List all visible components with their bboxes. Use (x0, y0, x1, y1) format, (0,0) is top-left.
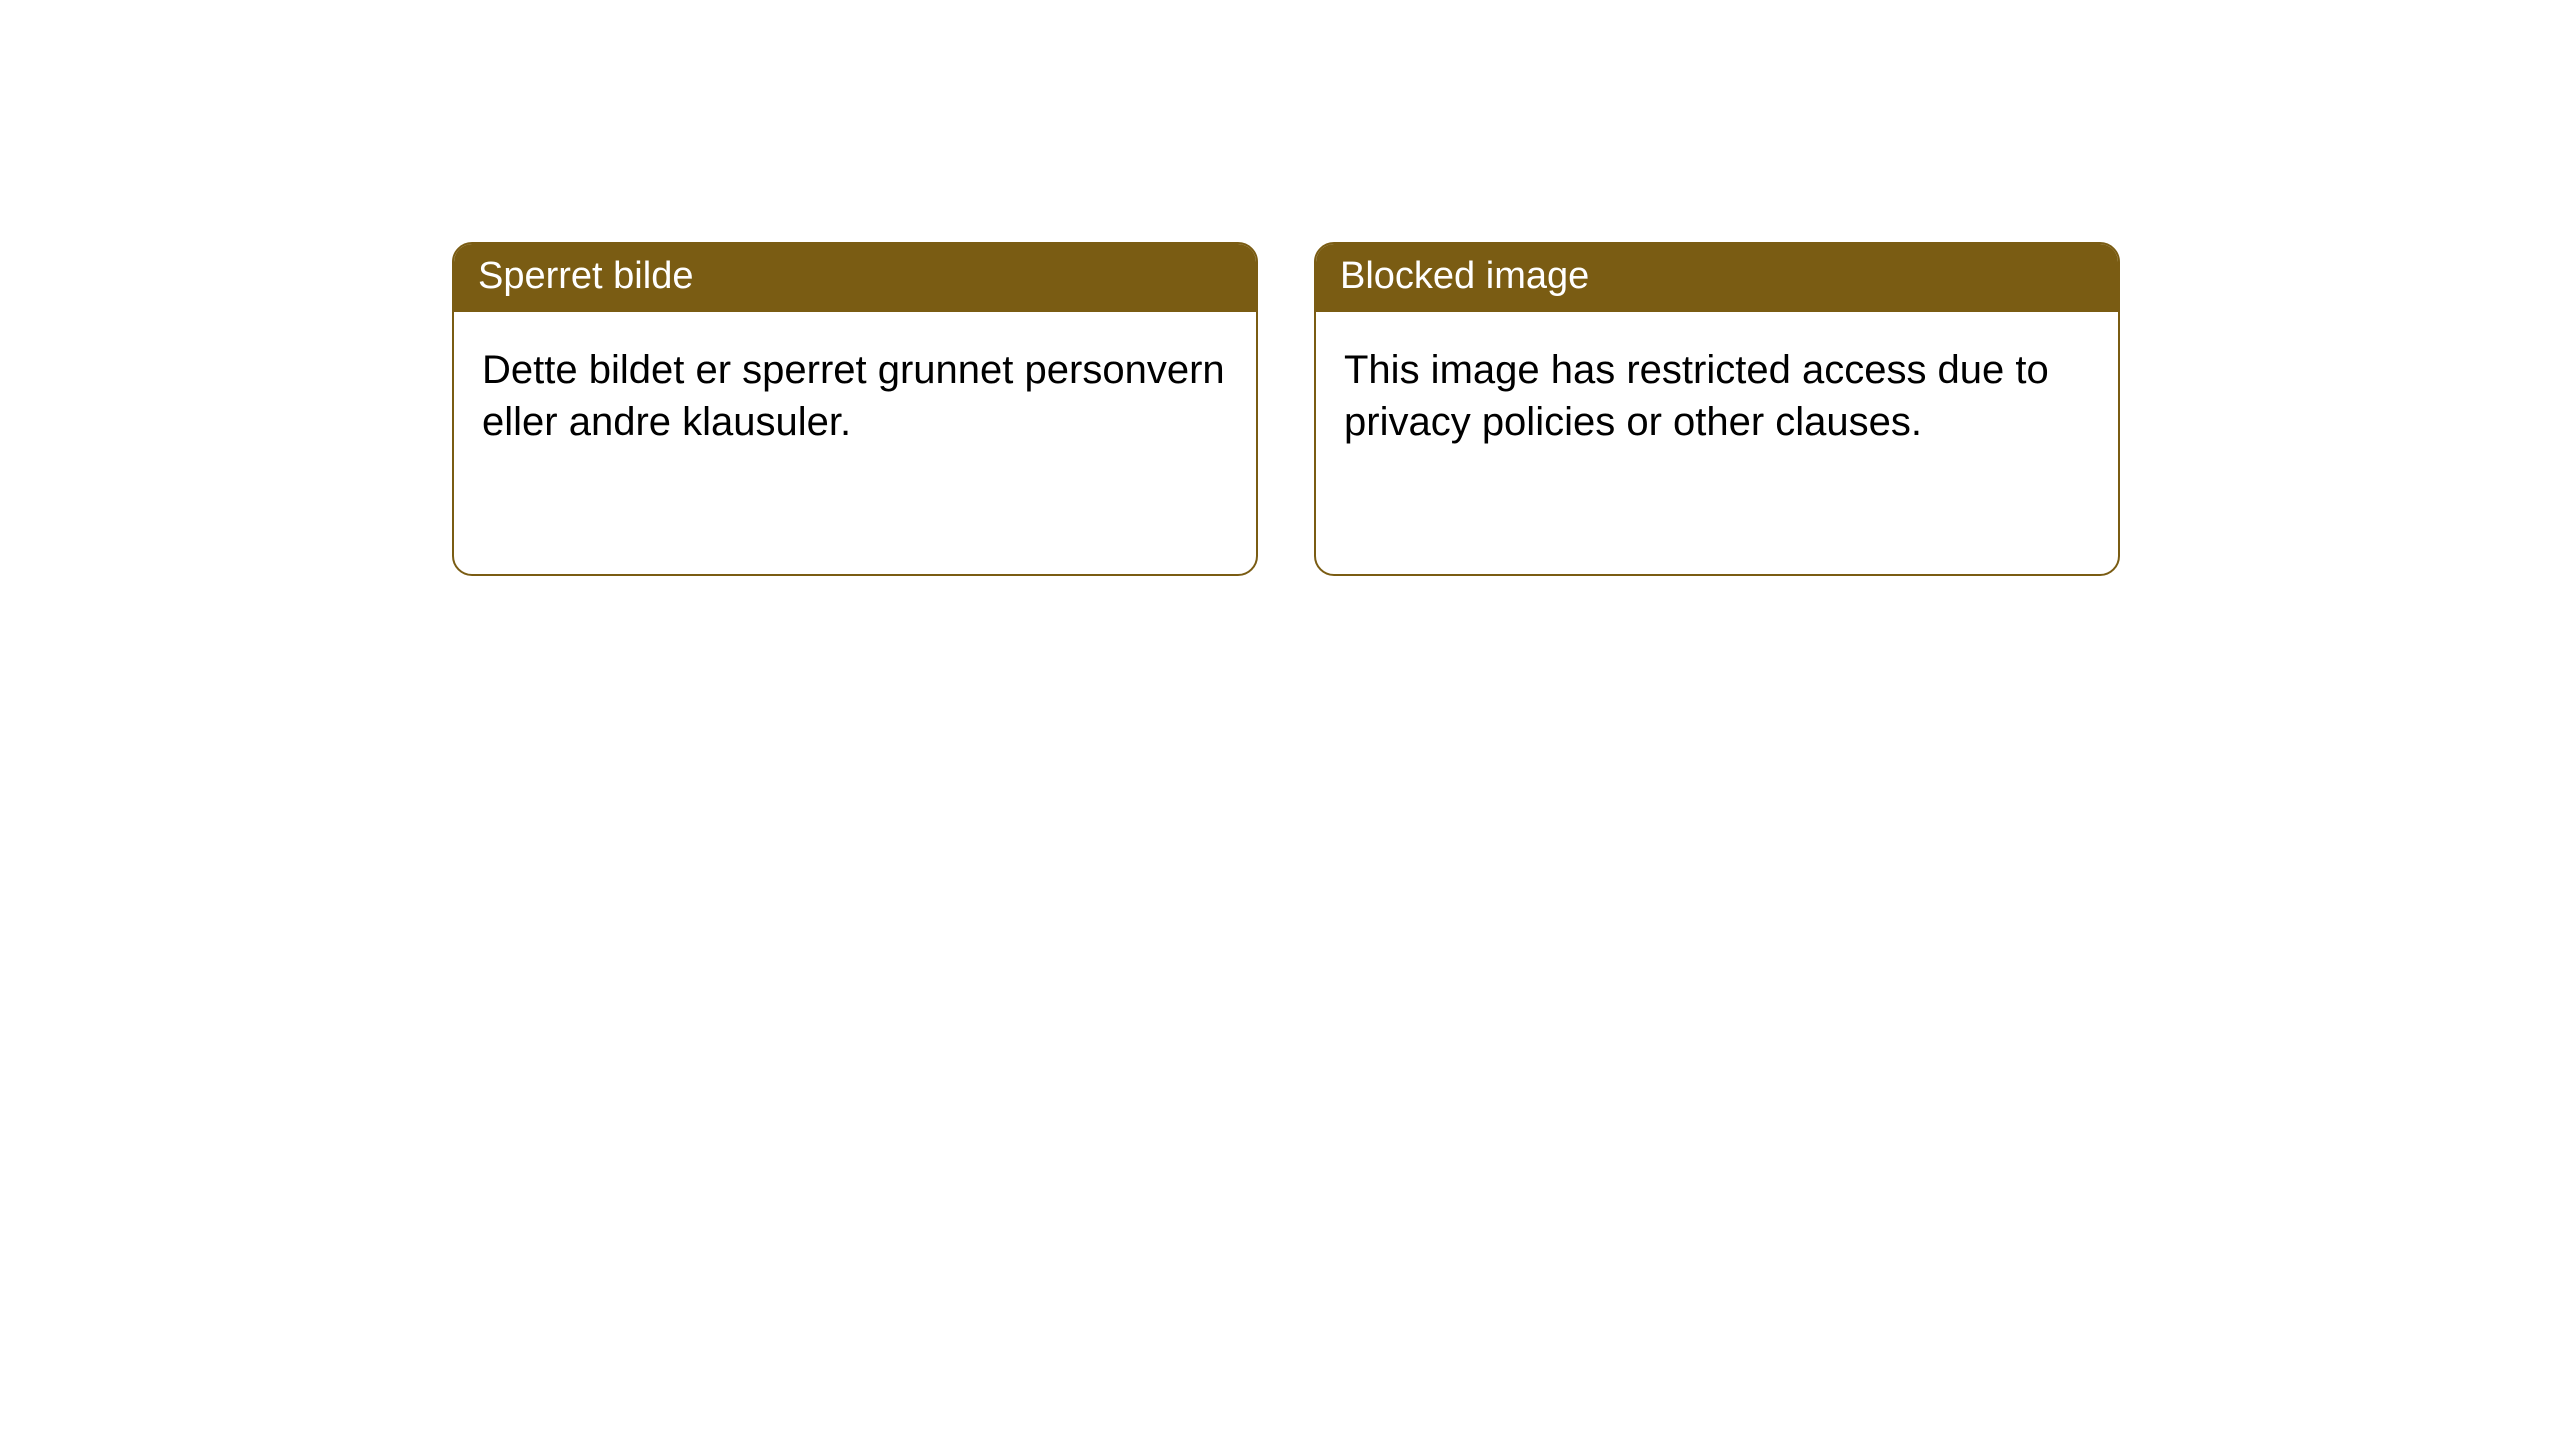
notice-header: Sperret bilde (454, 244, 1256, 312)
notice-body: This image has restricted access due to … (1316, 312, 2118, 474)
notice-card-norwegian: Sperret bilde Dette bildet er sperret gr… (452, 242, 1258, 576)
notice-body: Dette bildet er sperret grunnet personve… (454, 312, 1256, 474)
notice-container: Sperret bilde Dette bildet er sperret gr… (0, 0, 2560, 576)
notice-header: Blocked image (1316, 244, 2118, 312)
notice-card-english: Blocked image This image has restricted … (1314, 242, 2120, 576)
